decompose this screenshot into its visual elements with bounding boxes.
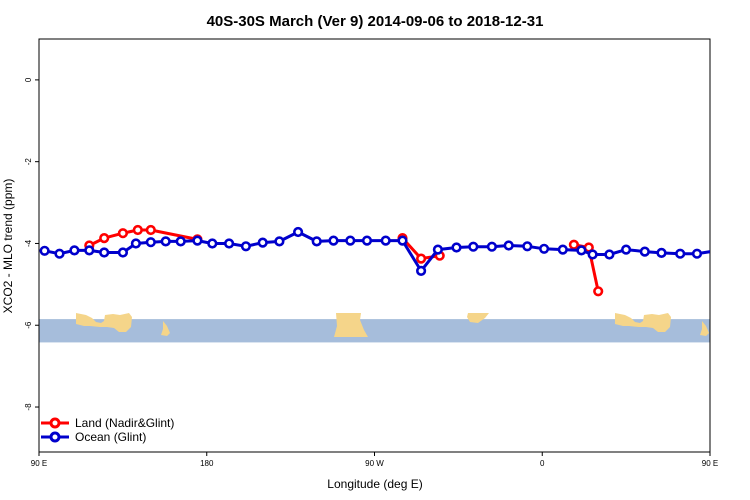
y-tick-label-3: -6 [24,321,33,329]
series-1-point-0-38 [675,248,686,259]
series-0-point-2-0 [568,239,580,250]
series-1-point-0-23 [416,265,427,277]
series-1-point-0-6 [130,238,141,249]
map-ocean [39,319,710,343]
legend-land-marker [49,417,61,429]
series-1-point-0-7 [145,237,156,248]
series-1-point-0-27 [486,241,498,252]
series-1-point-0-19 [345,235,356,246]
series-1-point-0-12 [224,238,235,249]
series-1-point-0-0 [39,245,50,256]
series-1-point-0-17 [311,236,322,247]
y-tick-label-4: -8 [24,403,33,411]
series-1-point-0-25 [451,242,462,253]
legend-land-label: Land (Nadir&Glint) [75,416,174,430]
map-land-0 [76,313,132,332]
series-1-point-0-33 [587,249,598,260]
y-tick-label-2: -4 [24,239,33,247]
y-tick-label-1: -2 [24,158,33,166]
x-axis-label: Longitude (deg E) [327,477,422,491]
series-0-point-0-4 [145,224,156,236]
x-tick-label-4: 90 E [702,459,718,468]
legend: Land (Nadir&Glint) Ocean (Glint) [41,416,174,444]
series-1-point-0-35 [620,244,632,255]
series-0-point-2-2 [593,286,604,297]
series-1-point-0-39 [691,248,703,259]
series-1-point-0-15 [274,236,285,247]
series-1-point-0-10 [192,235,203,246]
series-0 [84,224,604,297]
x-axis-ticks: 90 E 180 90 W 0 90 E [31,452,718,468]
series-1-point-0-2 [69,245,80,256]
series-1-point-0-32 [576,245,587,256]
series-1-point-0-24 [432,244,444,255]
map-land-3 [467,313,489,323]
series-0-point-0-2 [117,228,128,239]
series-1-point-0-14 [257,237,268,248]
series-1-point-0-13 [240,241,251,252]
series-1-point-0-29 [522,241,533,252]
map-land-5 [700,321,709,336]
series-0-point-0-3 [132,224,143,236]
series-1-point-0-3 [84,245,95,256]
x-tick-label-3: 0 [540,459,545,468]
series-layer [39,224,737,297]
series-1-point-0-22 [397,235,408,246]
legend-ocean-label: Ocean (Glint) [75,430,146,444]
map-land-1 [161,321,170,336]
series-1-point-0-4 [99,247,110,258]
chart-title: 40S-30S March (Ver 9) 2014-09-06 to 2018… [207,13,544,30]
series-0-point-1-1 [416,253,427,264]
series-1-point-0-20 [361,235,373,246]
series-1 [39,226,737,277]
series-1-point-0-36 [639,246,650,257]
y-tick-label-0: 0 [24,77,33,82]
series-1-point-0-8 [160,236,171,247]
map-land-4 [615,313,671,332]
series-1-point-0-1 [54,248,65,259]
map-land-2 [334,313,368,337]
series-1-point-0-28 [503,240,514,251]
series-1-point-0-30 [538,243,550,254]
series-1-point-0-18 [328,235,339,246]
x-tick-label-1: 180 [200,459,214,468]
series-1-point-0-26 [468,241,479,252]
series-1-point-0-34 [604,249,615,260]
series-0-point-0-1 [99,233,110,244]
series-1-point-0-40 [712,247,720,255]
series-1-point-0-31 [557,244,568,255]
x-tick-label-2: 90 W [365,459,384,468]
series-1-point-0-37 [656,247,667,258]
series-1-point-0-9 [175,236,186,247]
series-1-point-0-11 [207,238,218,249]
series-1-point-0-16 [293,226,304,238]
series-1-point-0-21 [380,235,391,246]
y-axis-ticks: 0 -2 -4 -6 -8 [24,77,39,411]
x-tick-label-0: 90 E [31,459,47,468]
y-axis-label: XCO2 - MLO trend (ppm) [1,179,15,314]
series-1-point-0-5 [117,247,128,258]
legend-ocean-marker [49,431,61,443]
series-1-point-0-41 [729,251,737,259]
world-map-band [39,313,710,343]
